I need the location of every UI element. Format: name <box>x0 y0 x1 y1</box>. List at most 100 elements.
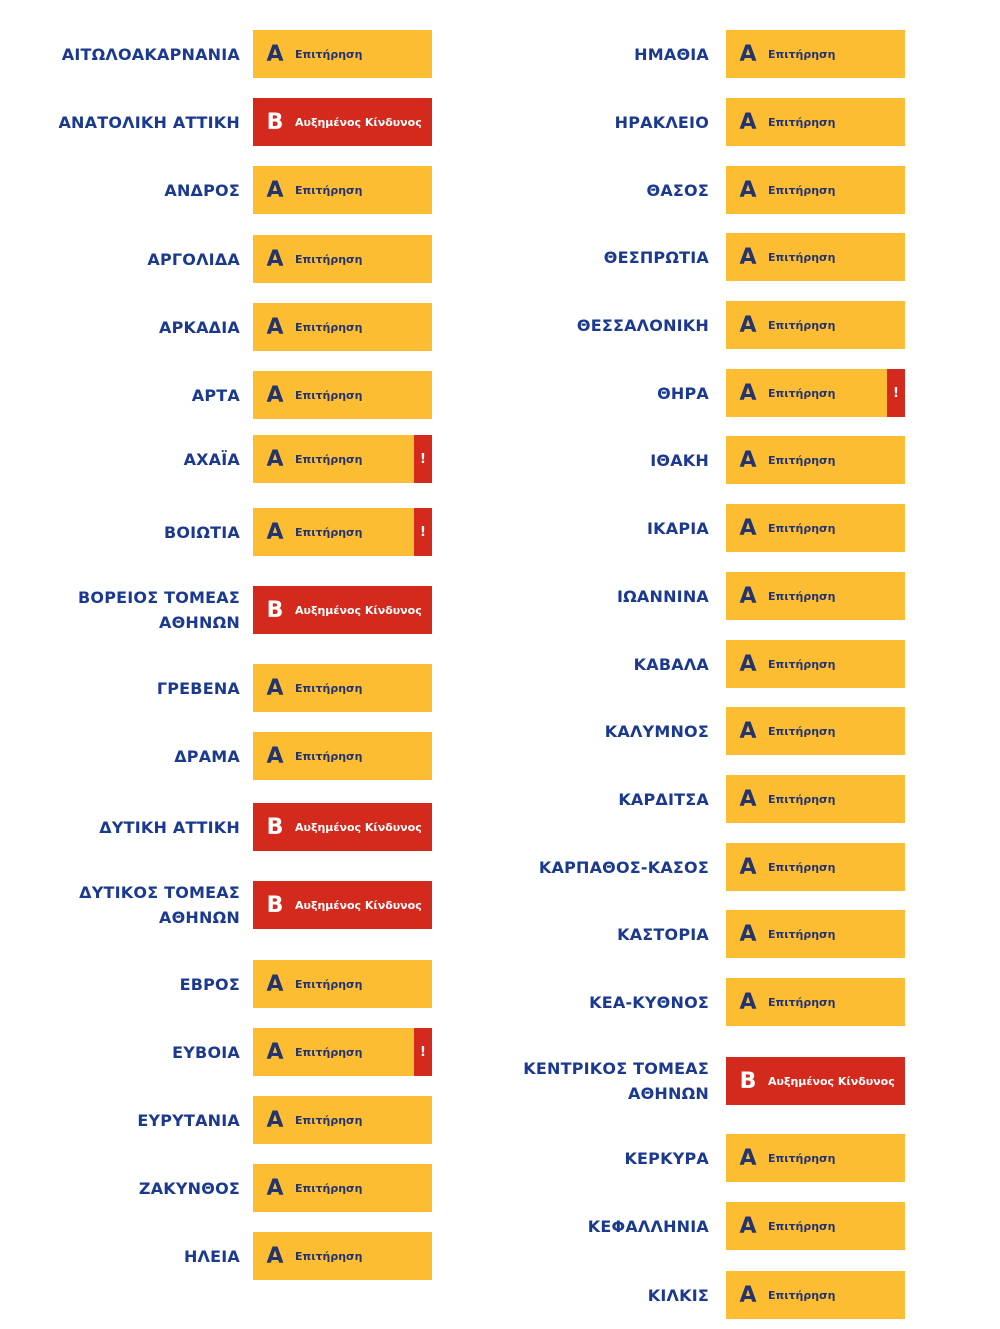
level-b-badge: Β Αυξημένος Κίνδυνος <box>253 98 432 146</box>
level-a-badge: Α Επιτήρηση <box>726 301 905 349</box>
level-label: Επιτήρηση <box>295 252 363 266</box>
level-label: Επιτήρηση <box>295 525 363 539</box>
level-letter: Α <box>266 743 284 769</box>
region-row: ΚΕΑ-ΚΥΘΝΟΣ Α Επιτήρηση <box>0 978 1000 1026</box>
region-name: ΑΡΚΑΔΙΑ <box>158 317 240 337</box>
region-name: ΑΧΑΪΑ <box>183 449 240 469</box>
level-a-badge: Α Επιτήρηση <box>726 775 905 823</box>
level-label: Επιτήρηση <box>768 589 836 603</box>
level-letter: Α <box>266 446 284 472</box>
level-label: Επιτήρηση <box>295 1181 363 1195</box>
region-row: ΒΟΙΩΤΙΑ Α Επιτήρηση! <box>0 508 1000 556</box>
level-label: Επιτήρηση <box>768 183 836 197</box>
region-row: ΔΥΤΙΚΗ ΑΤΤΙΚΗ Β Αυξημένος Κίνδυνος <box>0 803 1000 851</box>
level-label: Επιτήρηση <box>768 318 836 332</box>
level-a-badge: Α Επιτήρηση <box>726 30 905 78</box>
alert-icon: ! <box>414 435 432 483</box>
level-letter: Α <box>266 1243 284 1269</box>
level-a-badge: Α Επιτήρηση <box>726 233 905 281</box>
level-a-badge: Α Επιτήρηση <box>726 910 905 958</box>
level-letter: Β <box>266 892 284 918</box>
level-letter: Α <box>739 786 757 812</box>
region-name: ΚΕΡΚΥΡΑ <box>624 1148 709 1168</box>
level-label: Αυξημένος Κίνδυνος <box>295 898 422 912</box>
region-row: ΑΡΓΟΛΙΔΑ Α Επιτήρηση <box>0 235 1000 283</box>
region-name: ΙΘΑΚΗ <box>650 450 709 470</box>
region-name: ΘΑΣΟΣ <box>646 180 709 200</box>
region-row: ΕΥΡΥΤΑΝΙΑ Α Επιτήρηση <box>0 1096 1000 1144</box>
level-letter: Α <box>266 314 284 340</box>
region-row: ΘΑΣΟΣ Α Επιτήρηση <box>0 166 1000 214</box>
region-name: ΙΩΑΝΝΙΝΑ <box>616 586 709 606</box>
level-letter: Α <box>266 675 284 701</box>
level-letter: Α <box>739 921 757 947</box>
level-a-badge: Α Επιτήρηση <box>253 732 432 780</box>
region-row: ΕΒΡΟΣ Α Επιτήρηση <box>0 960 1000 1008</box>
region-row: ΖΑΚΥΝΘΟΣ Α Επιτήρηση <box>0 1164 1000 1212</box>
region-name: ΔΥΤΙΚΟΣ ΤΟΜΕΑΣ ΑΘΗΝΩΝ <box>79 883 240 927</box>
level-letter: Α <box>266 177 284 203</box>
level-a-badge: Α Επιτήρηση <box>726 1202 905 1250</box>
level-b-badge: Β Αυξημένος Κίνδυνος <box>253 881 432 929</box>
level-a-badge: Α Επιτήρηση <box>253 1096 432 1144</box>
region-row: ΙΚΑΡΙΑ Α Επιτήρηση <box>0 504 1000 552</box>
alert-icon: ! <box>414 1028 432 1076</box>
level-a-badge: Α Επιτήρηση <box>726 504 905 552</box>
level-a-badge: Α Επιτήρηση! <box>253 1028 432 1076</box>
region-row: ΙΘΑΚΗ Α Επιτήρηση <box>0 436 1000 484</box>
region-name: ΑΡΓΟΛΙΔΑ <box>147 249 240 269</box>
region-row: ΑΝΑΤΟΛΙΚΗ ΑΤΤΙΚΗ Β Αυξημένος Κίνδυνος <box>0 98 1000 146</box>
level-a-badge: Α Επιτήρηση <box>253 1232 432 1280</box>
level-label: Επιτήρηση <box>295 1045 363 1059</box>
region-name: ΗΛΕΙΑ <box>183 1246 240 1266</box>
alert-icon: ! <box>887 369 905 417</box>
level-letter: Α <box>266 1175 284 1201</box>
region-name: ΚΙΛΚΙΣ <box>647 1285 709 1305</box>
region-name: ΕΥΡΥΤΑΝΙΑ <box>137 1110 240 1130</box>
level-a-badge: Α Επιτήρηση <box>253 664 432 712</box>
region-row: ΗΜΑΘΙΑ Α Επιτήρηση <box>0 30 1000 78</box>
region-name: ΓΡΕΒΕΝΑ <box>156 678 240 698</box>
region-name: ΘΕΣΣΑΛΟΝΙΚΗ <box>576 315 709 335</box>
level-letter: Α <box>739 177 757 203</box>
region-name: ΔΡΑΜΑ <box>174 746 240 766</box>
level-b-badge: Β Αυξημένος Κίνδυνος <box>726 1057 905 1105</box>
region-row: ΚΕΡΚΥΡΑ Α Επιτήρηση <box>0 1134 1000 1182</box>
level-label: Επιτήρηση <box>295 452 363 466</box>
level-letter: Α <box>266 41 284 67</box>
region-row: ΑΙΤΩΛΟΑΚΑΡΝΑΝΙΑ Α Επιτήρηση <box>0 30 1000 78</box>
level-label: Επιτήρηση <box>295 47 363 61</box>
region-row: ΗΛΕΙΑ Α Επιτήρηση <box>0 1232 1000 1280</box>
level-b-badge: Β Αυξημένος Κίνδυνος <box>253 803 432 851</box>
level-label: Επιτήρηση <box>768 1219 836 1233</box>
region-row: ΔΡΑΜΑ Α Επιτήρηση <box>0 732 1000 780</box>
alert-icon: ! <box>414 508 432 556</box>
level-letter: Α <box>739 583 757 609</box>
region-row: ΓΡΕΒΕΝΑ Α Επιτήρηση <box>0 664 1000 712</box>
level-a-badge: Α Επιτήρηση! <box>726 369 905 417</box>
level-label: Επιτήρηση <box>295 1249 363 1263</box>
region-row: ΑΡΚΑΔΙΑ Α Επιτήρηση <box>0 303 1000 351</box>
region-name: ΚΕΦΑΛΛΗΝΙΑ <box>587 1216 709 1236</box>
level-label: Επιτήρηση <box>768 657 836 671</box>
level-label: Επιτήρηση <box>768 250 836 264</box>
level-letter: Α <box>266 1039 284 1065</box>
region-row: ΚΑΡΠΑΘΟΣ-ΚΑΣΟΣ Α Επιτήρηση <box>0 843 1000 891</box>
region-row: ΑΧΑΪΑ Α Επιτήρηση! <box>0 435 1000 483</box>
level-label: Επιτήρηση <box>295 320 363 334</box>
level-label: Επιτήρηση <box>768 115 836 129</box>
level-label: Επιτήρηση <box>768 724 836 738</box>
region-name: ΕΥΒΟΙΑ <box>172 1042 240 1062</box>
level-b-badge: Β Αυξημένος Κίνδυνος <box>253 586 432 634</box>
level-letter: Α <box>739 989 757 1015</box>
region-name: ΚΑΡΠΑΘΟΣ-ΚΑΣΟΣ <box>538 857 709 877</box>
level-label: Επιτήρηση <box>295 749 363 763</box>
level-a-badge: Α Επιτήρηση <box>253 235 432 283</box>
region-name: ΑΡΤΑ <box>191 385 240 405</box>
level-letter: Α <box>739 244 757 270</box>
level-letter: Α <box>739 380 757 406</box>
level-label: Επιτήρηση <box>768 386 836 400</box>
level-a-badge: Α Επιτήρηση <box>726 98 905 146</box>
level-label: Επιτήρηση <box>768 792 836 806</box>
level-letter: Α <box>739 718 757 744</box>
